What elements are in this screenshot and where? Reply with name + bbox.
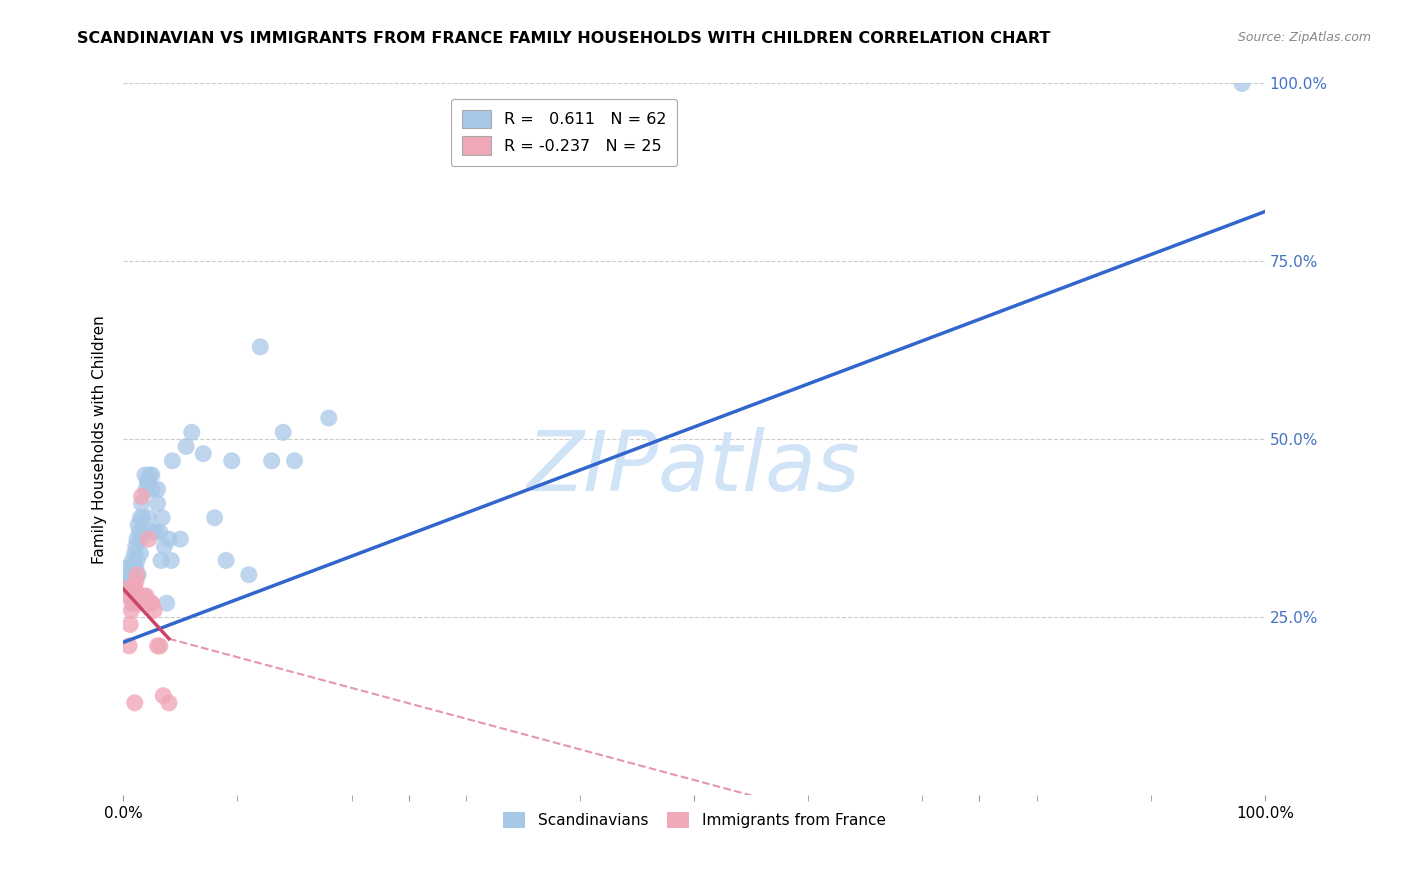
Point <box>157 532 180 546</box>
Point <box>132 589 155 603</box>
Text: Source: ZipAtlas.com: Source: ZipAtlas.com <box>1237 31 1371 45</box>
Point <box>141 468 163 483</box>
Point <box>125 539 148 553</box>
Point <box>129 510 152 524</box>
Point <box>131 489 153 503</box>
Point <box>150 510 173 524</box>
Point <box>249 340 271 354</box>
Point <box>138 532 160 546</box>
Point <box>143 603 166 617</box>
Point <box>136 475 159 490</box>
Point <box>160 553 183 567</box>
Text: ZIPatlas: ZIPatlas <box>527 427 860 508</box>
Point <box>120 617 142 632</box>
Point <box>122 560 145 574</box>
Point <box>128 524 150 539</box>
Point <box>238 567 260 582</box>
Point <box>125 560 148 574</box>
Point <box>141 482 163 496</box>
Point <box>115 582 138 596</box>
Point <box>131 510 153 524</box>
Point <box>1230 77 1253 91</box>
Point <box>180 425 202 440</box>
Point <box>125 553 148 567</box>
Point <box>169 532 191 546</box>
Point <box>124 696 146 710</box>
Point <box>221 454 243 468</box>
Point <box>125 567 148 582</box>
Point <box>135 482 157 496</box>
Point <box>129 589 152 603</box>
Point <box>138 510 160 524</box>
Point <box>134 468 156 483</box>
Point <box>139 596 162 610</box>
Point <box>121 553 143 567</box>
Point <box>153 539 176 553</box>
Point <box>124 582 146 596</box>
Point <box>118 639 141 653</box>
Point <box>157 696 180 710</box>
Point <box>135 589 157 603</box>
Point <box>146 496 169 510</box>
Point <box>124 582 146 596</box>
Point <box>117 589 139 603</box>
Point <box>125 574 148 589</box>
Point <box>138 475 160 490</box>
Point <box>260 454 283 468</box>
Point <box>129 532 152 546</box>
Point <box>146 482 169 496</box>
Point <box>120 589 142 603</box>
Point <box>149 524 172 539</box>
Point <box>174 440 197 454</box>
Point <box>193 447 215 461</box>
Point <box>117 574 139 589</box>
Point <box>118 582 141 596</box>
Point <box>125 532 148 546</box>
Point <box>127 517 149 532</box>
Point <box>156 596 179 610</box>
Point <box>128 589 150 603</box>
Point <box>120 603 142 617</box>
Point <box>146 639 169 653</box>
Point <box>138 468 160 483</box>
Point <box>152 689 174 703</box>
Point <box>149 553 172 567</box>
Point <box>142 524 165 539</box>
Legend: Scandinavians, Immigrants from France: Scandinavians, Immigrants from France <box>496 805 891 834</box>
Point <box>121 596 143 610</box>
Point <box>141 596 163 610</box>
Point <box>124 567 146 582</box>
Point <box>120 574 142 589</box>
Point <box>127 596 149 610</box>
Point <box>120 560 142 574</box>
Point <box>122 582 145 596</box>
Point <box>122 574 145 589</box>
Point <box>127 567 149 582</box>
Text: SCANDINAVIAN VS IMMIGRANTS FROM FRANCE FAMILY HOUSEHOLDS WITH CHILDREN CORRELATI: SCANDINAVIAN VS IMMIGRANTS FROM FRANCE F… <box>77 31 1050 46</box>
Point <box>124 546 146 560</box>
Point <box>143 524 166 539</box>
Point <box>131 496 153 510</box>
Point <box>132 524 155 539</box>
Point <box>162 454 184 468</box>
Point <box>271 425 294 440</box>
Point <box>118 567 141 582</box>
Point <box>318 411 340 425</box>
Point <box>115 560 138 574</box>
Y-axis label: Family Households with Children: Family Households with Children <box>93 315 107 564</box>
Point <box>121 574 143 589</box>
Point <box>283 454 305 468</box>
Point <box>215 553 238 567</box>
Point <box>121 596 143 610</box>
Point <box>204 510 226 524</box>
Point <box>149 639 172 653</box>
Point <box>129 546 152 560</box>
